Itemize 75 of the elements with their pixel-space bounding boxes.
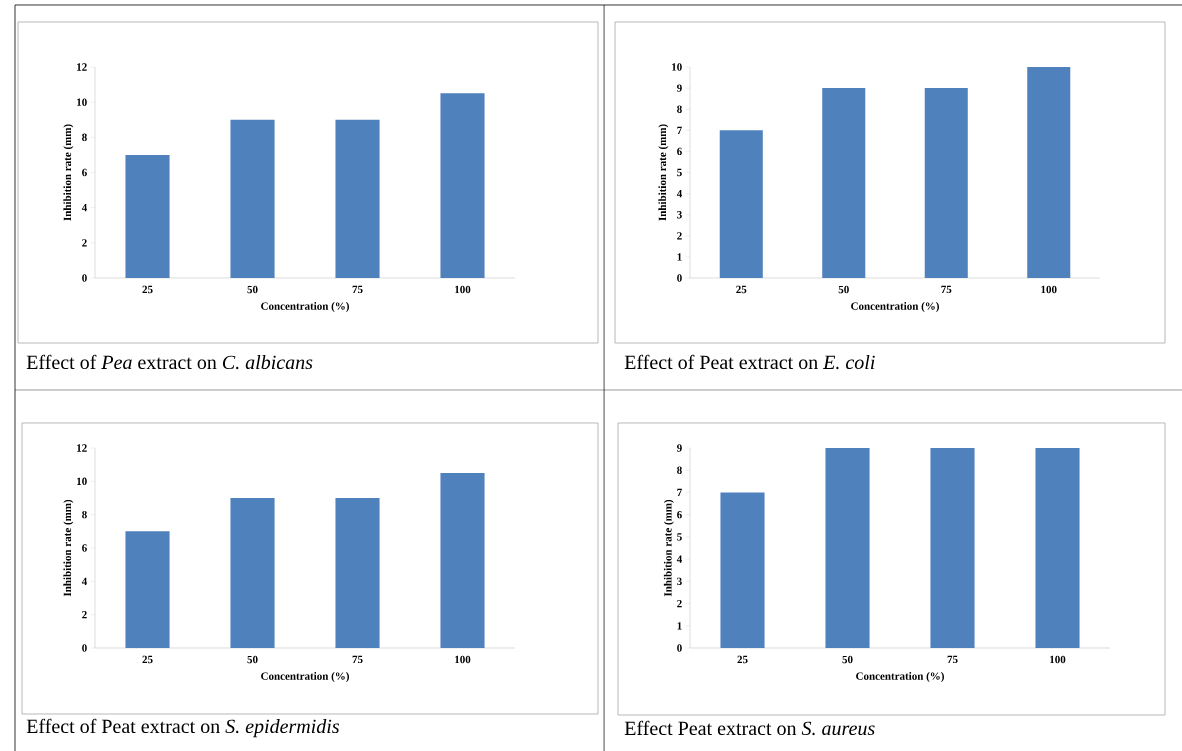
y-tick-label: 5: [677, 533, 682, 541]
x-tick-label: 50: [247, 285, 258, 294]
x-tick-label: 100: [455, 655, 471, 664]
y-axis-title: Inhibition rate (mm): [663, 499, 674, 597]
y-tick-label: 8: [677, 105, 682, 113]
y-tick-label: 6: [677, 147, 682, 156]
bar: [335, 119, 380, 278]
x-tick-label: 50: [247, 655, 258, 664]
y-tick-label: 8: [677, 466, 682, 474]
y-tick-label: 1: [677, 253, 682, 261]
text: Effect of Pea extract on C. albicans: [26, 354, 313, 370]
x-tick-label: 100: [455, 285, 471, 294]
bar: [719, 130, 763, 278]
y-tick-label: 12: [77, 444, 87, 452]
text: Effect of Peat extract on E. coli: [624, 354, 875, 370]
y-tick-label: 6: [677, 510, 682, 519]
x-tick-label: 50: [842, 655, 853, 664]
x-axis-title: Concentration (%): [261, 672, 349, 683]
y-tick-label: 5: [677, 168, 682, 177]
bar: [230, 119, 275, 278]
x-tick-label: 75: [352, 285, 363, 294]
y-tick-label: 3: [677, 577, 682, 586]
x-axis-title: Concentration (%): [261, 302, 349, 313]
y-tick-label: 10: [77, 477, 87, 486]
bar: [230, 497, 275, 648]
y-tick-label: 0: [82, 644, 87, 652]
y-tick-label: 6: [82, 544, 87, 552]
y-tick-label: 0: [677, 274, 682, 282]
y-tick-label: 12: [77, 63, 87, 71]
x-tick-label: 25: [142, 285, 153, 294]
y-tick-label: 4: [676, 555, 682, 563]
y-axis-title: Inhibition rate (mm): [63, 499, 74, 597]
x-tick-label: 75: [941, 285, 952, 294]
y-tick-label: 7: [677, 488, 682, 497]
bar: [125, 154, 170, 278]
y-tick-label: 2: [82, 611, 87, 619]
x-tick-label: 50: [838, 285, 849, 294]
bar: [440, 93, 485, 278]
bar: [125, 531, 170, 648]
text: Effect Peat extract on S. aureus: [624, 720, 875, 736]
text: Effect of Peat extract on S. epidermidis: [26, 718, 340, 738]
x-tick-label: 25: [737, 655, 748, 664]
y-tick-label: 1: [677, 622, 682, 630]
y-tick-label: 8: [82, 133, 87, 142]
y-tick-label: 4: [81, 204, 87, 212]
x-axis-title: Concentration (%): [851, 302, 939, 313]
x-axis-title: Concentration (%): [856, 672, 944, 683]
y-tick-label: 7: [677, 126, 682, 134]
y-tick-label: 3: [677, 211, 682, 219]
y-tick-label: 2: [677, 232, 682, 240]
y-tick-label: 10: [77, 98, 87, 106]
x-tick-label: 25: [736, 285, 747, 294]
x-tick-label: 100: [1050, 655, 1066, 664]
bar: [335, 497, 380, 648]
bar: [1027, 66, 1071, 278]
y-tick-label: 2: [82, 239, 87, 247]
y-tick-label: 10: [672, 63, 682, 71]
bar: [924, 88, 968, 278]
y-tick-label: 2: [677, 599, 682, 608]
bar: [440, 472, 485, 648]
x-tick-label: 75: [352, 655, 363, 664]
y-axis-title: Inhibition rate (mm): [658, 124, 669, 221]
y-tick-label: 4: [81, 577, 87, 585]
x-tick-label: 100: [1041, 285, 1057, 294]
y-tick-label: 0: [677, 644, 682, 652]
y-tick-label: 0: [82, 274, 87, 282]
y-axis-title: Inhibition rate (mm): [63, 124, 74, 221]
x-tick-label: 25: [142, 655, 153, 664]
y-tick-label: 8: [82, 510, 87, 519]
y-tick-label: 9: [677, 84, 682, 92]
bar: [822, 88, 866, 278]
x-tick-label: 75: [947, 655, 958, 664]
y-tick-label: 4: [676, 189, 682, 198]
y-tick-label: 6: [82, 168, 87, 177]
y-tick-label: 9: [677, 444, 682, 452]
